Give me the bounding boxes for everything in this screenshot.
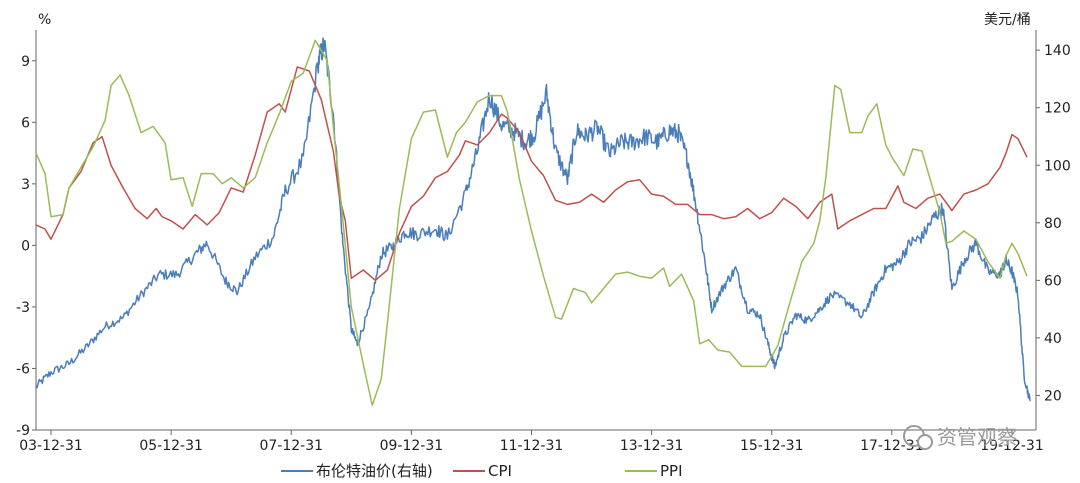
right-tick-label: 120	[1044, 101, 1071, 117]
left-tick-label: -9	[16, 423, 30, 439]
watermark: 资管观察	[903, 425, 1017, 450]
right-tick-label: 20	[1044, 388, 1062, 404]
left-axis-ticks: 9 6 3 0 -3 -6 -9	[16, 54, 36, 439]
right-tick-label: 140	[1044, 43, 1071, 59]
x-tick-label: 03-12-31	[19, 438, 83, 454]
plot-area	[35, 30, 1037, 431]
legend-label-cpi: CPI	[488, 462, 512, 480]
legend: 布伦特油价(右轴) CPI PPI	[281, 462, 683, 480]
x-tick-label: 05-12-31	[139, 438, 203, 454]
x-tick-label: 15-12-31	[740, 438, 804, 454]
x-tick-label: 09-12-31	[380, 438, 444, 454]
watermark-text: 资管观察	[937, 425, 1017, 449]
x-tick-label: 17-12-31	[860, 438, 924, 454]
left-tick-label: 3	[21, 177, 30, 193]
series-cpi-line	[35, 66, 1028, 282]
right-tick-label: 40	[1044, 331, 1062, 347]
left-tick-label: -3	[16, 300, 30, 316]
left-tick-label: 0	[21, 238, 30, 254]
legend-label-brent: 布伦特油价(右轴)	[316, 462, 433, 480]
right-tick-label: 100	[1044, 158, 1071, 174]
left-axis-unit: %	[38, 12, 51, 28]
x-axis-ticks: 03-12-31 05-12-31 07-12-31 09-12-31 11-12-31…	[19, 430, 1044, 454]
left-tick-label: 6	[21, 115, 30, 131]
x-tick-label: 11-12-31	[500, 438, 564, 454]
right-tick-label: 60	[1044, 273, 1062, 289]
series-layer	[35, 37, 1031, 407]
legend-label-ppi: PPI	[660, 462, 683, 480]
right-axis-unit: 美元/桶	[984, 12, 1031, 28]
right-tick-label: 80	[1044, 216, 1062, 232]
wechat-icon-bubble	[917, 434, 933, 450]
x-tick-label: 07-12-31	[259, 438, 323, 454]
right-axis-ticks: 140 120 100 80 60 40 20	[1036, 43, 1071, 404]
left-tick-label: 9	[21, 54, 30, 70]
x-tick-label: 19-12-31	[980, 438, 1044, 454]
series-ppi-line	[35, 39, 1028, 407]
series-brent-line	[35, 37, 1031, 402]
x-tick-label: 13-12-31	[620, 438, 684, 454]
left-tick-label: -6	[16, 361, 30, 377]
